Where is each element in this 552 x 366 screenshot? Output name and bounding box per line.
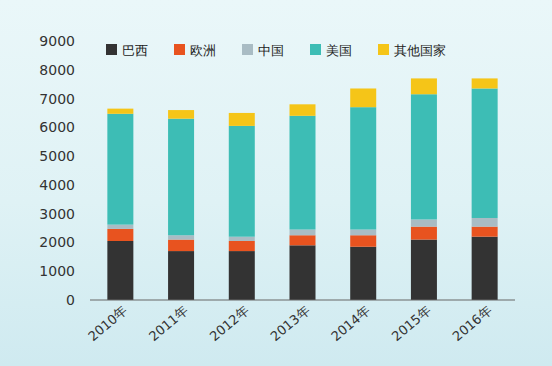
y-tick: [86, 41, 90, 42]
legend-label: 美国: [326, 43, 352, 58]
y-tick-label: 2000: [39, 234, 75, 250]
y-tick-label: 4000: [39, 177, 75, 193]
bar-segment: [472, 218, 498, 227]
x-tick-label: 2012年: [207, 303, 252, 344]
bar-segment: [290, 229, 316, 235]
bar-segment: [107, 229, 133, 241]
legend-label: 巴西: [122, 43, 148, 58]
legend-swatch: [174, 44, 185, 55]
y-tick: [86, 69, 90, 70]
y-tick: [86, 127, 90, 128]
bar-segment: [472, 237, 498, 300]
bar-segment: [229, 237, 255, 241]
x-tick-label: 2014年: [328, 303, 373, 344]
bar-segment: [107, 225, 133, 229]
x-tick-label: 2010年: [85, 303, 130, 344]
y-tick-label: 5000: [39, 148, 75, 164]
bar-segment: [107, 114, 133, 225]
y-tick-label: 0: [66, 292, 75, 308]
bar-segment: [472, 78, 498, 88]
x-tick-label: 2016年: [450, 303, 495, 344]
bar-segment: [411, 94, 437, 219]
x-tick-label: 2013年: [267, 303, 312, 344]
bar-segment: [168, 110, 194, 119]
bar-segment: [411, 78, 437, 94]
bar-segment: [472, 88, 498, 218]
y-tick: [86, 271, 90, 272]
bar-segment: [168, 119, 194, 236]
y-tick: [86, 98, 90, 99]
bar-segment: [350, 107, 376, 229]
y-tick: [86, 156, 90, 157]
bar-segment: [107, 241, 133, 300]
legend-swatch: [106, 44, 117, 55]
bar-segment: [290, 245, 316, 300]
bar-segment: [350, 229, 376, 235]
x-tick-label: 2011年: [146, 303, 191, 344]
bar-segment: [229, 113, 255, 126]
y-tick-label: 1000: [39, 263, 75, 279]
y-tick: [86, 242, 90, 243]
bar-segment: [168, 240, 194, 252]
bar-segment: [411, 240, 437, 300]
chart: 0 1000 2000 3000 4000 5000 6000 7000 8000 9000 201…: [0, 0, 552, 366]
y-tick: [86, 300, 90, 301]
legend-label: 中国: [258, 43, 284, 58]
bar-segment: [290, 116, 316, 230]
y-tick-label: 9000: [39, 33, 75, 49]
bar-segment: [229, 251, 255, 300]
bars: [107, 78, 497, 300]
bar-segment: [168, 251, 194, 300]
legend-label: 欧洲: [190, 43, 216, 58]
bar-segment: [350, 247, 376, 300]
legend-swatch: [378, 44, 389, 55]
bar-segment: [411, 219, 437, 226]
y-tick-label: 6000: [39, 119, 75, 135]
bar-segment: [350, 235, 376, 247]
legend-label: 其他国家: [394, 43, 446, 58]
bar-segment: [290, 235, 316, 245]
x-tick-label: 2015年: [389, 303, 434, 344]
bar-segment: [168, 235, 194, 239]
y-tick-label: 3000: [39, 206, 75, 222]
y-tick-label: 8000: [39, 62, 75, 78]
legend-swatch: [242, 44, 253, 55]
bar-segment: [229, 241, 255, 251]
bar-segment: [290, 104, 316, 116]
y-tick-label: 7000: [39, 91, 75, 107]
bar-segment: [411, 227, 437, 240]
bar-segment: [350, 88, 376, 107]
bar-segment: [229, 126, 255, 237]
x-axis: [90, 300, 515, 301]
bar-segment: [107, 109, 133, 114]
bar-segment: [472, 227, 498, 237]
legend-swatch: [310, 44, 321, 55]
y-tick: [86, 184, 90, 185]
y-tick: [86, 213, 90, 214]
